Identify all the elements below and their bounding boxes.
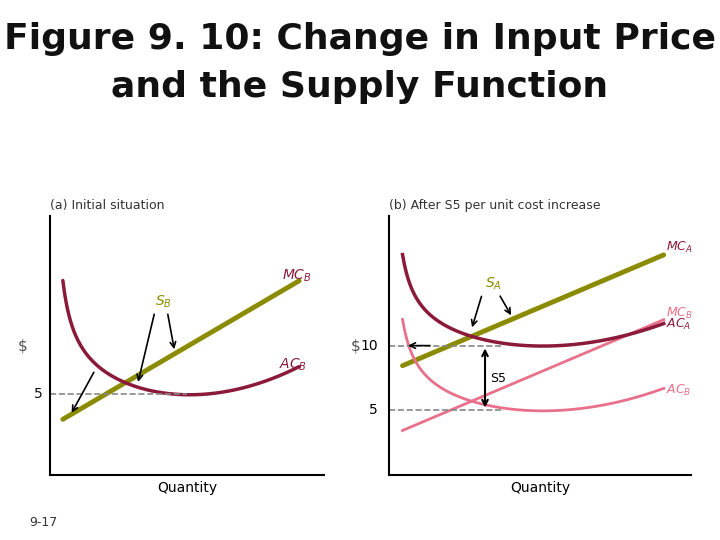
Text: and the Supply Function: and the Supply Function (112, 70, 608, 104)
Text: Figure 9. 10: Change in Input Price: Figure 9. 10: Change in Input Price (4, 22, 716, 56)
Text: $: $ (351, 338, 361, 353)
Text: 5: 5 (34, 387, 43, 401)
Text: $S_A$: $S_A$ (485, 275, 502, 292)
Text: 5: 5 (369, 403, 378, 417)
Text: $AC_B$: $AC_B$ (667, 382, 692, 397)
X-axis label: Quantity: Quantity (157, 481, 217, 495)
Text: $MC_B$: $MC_B$ (667, 306, 693, 321)
Text: $MC_B$: $MC_B$ (282, 268, 312, 284)
Text: $AC_B$: $AC_B$ (279, 357, 307, 373)
Text: $AC_A$: $AC_A$ (667, 316, 692, 332)
Text: $S_B$: $S_B$ (155, 293, 172, 309)
Text: (a) Initial situation: (a) Initial situation (50, 199, 165, 212)
Text: $MC_A$: $MC_A$ (667, 240, 693, 255)
Text: (b) After S5 per unit cost increase: (b) After S5 per unit cost increase (389, 199, 600, 212)
Text: 9-17: 9-17 (29, 516, 57, 529)
Text: S5: S5 (490, 372, 506, 384)
Text: $: $ (18, 338, 28, 353)
X-axis label: Quantity: Quantity (510, 481, 570, 495)
Text: 10: 10 (360, 339, 378, 353)
